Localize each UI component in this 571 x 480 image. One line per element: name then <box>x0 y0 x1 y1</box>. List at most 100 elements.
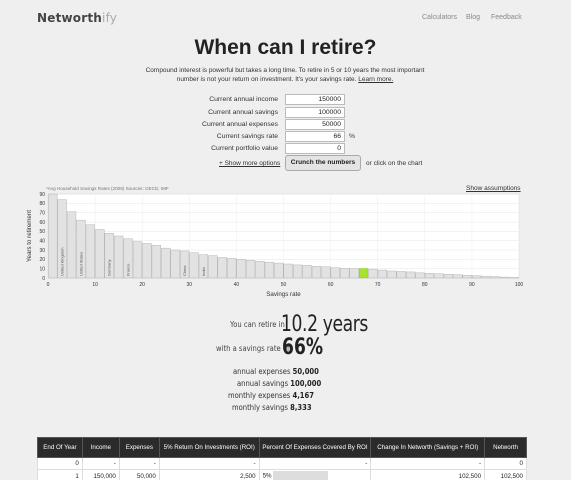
bar <box>123 238 133 279</box>
country-annotation: Germany <box>107 260 112 276</box>
bar <box>293 264 303 279</box>
percent-unit: % <box>349 133 356 140</box>
form-row-savings-rate: Current savings rate 66 % <box>150 131 430 143</box>
nav-feedback[interactable]: Feedback <box>491 14 522 21</box>
intro-text: Compound interest is powerful but takes … <box>140 67 430 84</box>
bar <box>85 224 95 279</box>
col-networth: Networth <box>484 437 527 458</box>
savings-rate-input[interactable]: 66 <box>285 131 345 142</box>
form-row-savings: Current annual savings 100000 <box>150 107 430 119</box>
cell-roi: 2,500 <box>158 469 260 480</box>
bar <box>245 260 256 279</box>
country-annotation: France <box>126 263 131 276</box>
col-income: Income <box>81 437 120 458</box>
learn-more-link[interactable]: Learn more. <box>358 75 394 83</box>
savings-rate-chart[interactable]: 0 10 20 30 40 50 60 70 80 90 0 10 20 30 40 50 60 70 80 90 10… <box>24 190 534 300</box>
table-row: 1 150,000 50,000 2,500 5% 102,500 102,50… <box>37 469 527 480</box>
nav-calculators[interactable]: Calculators <box>422 14 458 21</box>
x-tick-label: 100 <box>515 282 524 288</box>
cell-percent-covered: - <box>258 457 372 470</box>
bar <box>170 249 180 279</box>
country-annotation: China <box>182 265 187 276</box>
cell-year: 0 <box>37 457 83 470</box>
bar <box>132 241 143 279</box>
savings-input[interactable]: 100000 <box>285 107 345 118</box>
col-percent-covered: Percent Of Expenses Covered By ROI <box>258 437 372 458</box>
expenses-label: Current annual expenses <box>202 121 278 128</box>
bar <box>481 275 491 279</box>
nav-blog[interactable]: Blog <box>466 14 481 21</box>
stat-value: 8,333 <box>290 403 312 412</box>
cell-networth: 102,500 <box>484 469 527 480</box>
x-tick-label: 60 <box>328 282 334 288</box>
bar <box>415 272 425 279</box>
bar <box>161 247 171 279</box>
cell-income: 150,000 <box>81 469 120 480</box>
expenses-input[interactable]: 50000 <box>285 119 345 130</box>
chart-source-note: *Avg Household Savings Rates (2008) Sour… <box>46 186 169 191</box>
networth-table: End Of Year Income Expenses 5% Return On… <box>37 437 527 480</box>
x-axis-label: Savings rate <box>266 291 301 298</box>
y-tick-label: 0 <box>42 276 45 282</box>
bar <box>406 271 416 279</box>
country-annotation: United Kingdom <box>60 247 65 276</box>
portfolio-label: Current portfolio value <box>211 145 278 152</box>
bar <box>66 211 77 279</box>
col-end-of-year: End Of Year <box>37 437 83 458</box>
y-tick-label: 20 <box>39 257 45 263</box>
savings-rate-label: Current savings rate <box>216 133 278 140</box>
cell-expenses: - <box>118 457 160 470</box>
cell-percent-covered: 5% <box>258 469 372 480</box>
cell-change: 102,500 <box>370 469 486 480</box>
income-input[interactable]: 150000 <box>285 94 345 105</box>
percent-covered-bar <box>273 471 329 480</box>
cell-income: - <box>81 457 120 470</box>
show-more-options-link[interactable]: + Show more options <box>219 160 281 167</box>
x-tick-label: 10 <box>92 282 98 288</box>
stat-label: annual expenses <box>233 367 291 376</box>
portfolio-input[interactable]: 0 <box>285 143 345 154</box>
click-chart-hint: or click on the chart <box>366 160 423 167</box>
bar <box>462 274 472 279</box>
bar <box>302 265 312 279</box>
stat-label: monthly expenses <box>228 391 291 400</box>
bar <box>387 270 397 279</box>
y-tick-label: 60 <box>39 220 45 226</box>
logo-suffix: ify <box>102 11 118 25</box>
y-tick-label: 30 <box>39 248 45 254</box>
y-tick-label: 10 <box>39 266 45 272</box>
bar <box>283 263 293 279</box>
bar <box>236 259 246 279</box>
bar <box>434 273 444 279</box>
x-tick-label: 30 <box>187 282 193 288</box>
bar <box>179 250 190 279</box>
bar <box>57 199 67 279</box>
stat-annual-expenses: annual expenses 50,000 <box>233 367 319 376</box>
form-row-portfolio: Current portfolio value 0 <box>150 143 430 155</box>
table-header-row: End Of Year Income Expenses 5% Return On… <box>37 437 527 458</box>
x-tick-label: 70 <box>375 282 381 288</box>
bar <box>377 269 388 279</box>
bar <box>189 252 199 279</box>
x-tick-label: 90 <box>469 282 475 288</box>
show-assumptions-link[interactable]: Show assumptions <box>466 185 521 192</box>
bar <box>151 245 161 279</box>
form-row-expenses: Current annual expenses 50000 <box>150 119 430 131</box>
bar <box>227 258 237 279</box>
bar <box>274 262 284 279</box>
logo[interactable]: Networthify <box>37 11 117 25</box>
cell-year: 1 <box>37 469 83 480</box>
cell-expenses: 50,000 <box>118 469 160 480</box>
bar <box>490 276 501 279</box>
bar <box>453 274 463 279</box>
savings-label: Current annual savings <box>208 109 278 116</box>
top-bar: Networthify Calculators Blog Feedback <box>0 0 571 34</box>
y-tick-label: 40 <box>39 238 45 244</box>
crunch-button[interactable]: Crunch the numbers <box>285 155 361 171</box>
stat-monthly-savings: monthly savings 8,333 <box>232 403 312 412</box>
years-to-retire: 10.2 years <box>281 312 368 337</box>
logo-main: Networth <box>37 11 103 25</box>
page-title: When can I retire? <box>194 36 377 59</box>
savings-rate-result-label: with a savings rate of <box>216 344 290 353</box>
col-change-networth: Change In Networth (Savings + ROI) <box>370 437 486 458</box>
